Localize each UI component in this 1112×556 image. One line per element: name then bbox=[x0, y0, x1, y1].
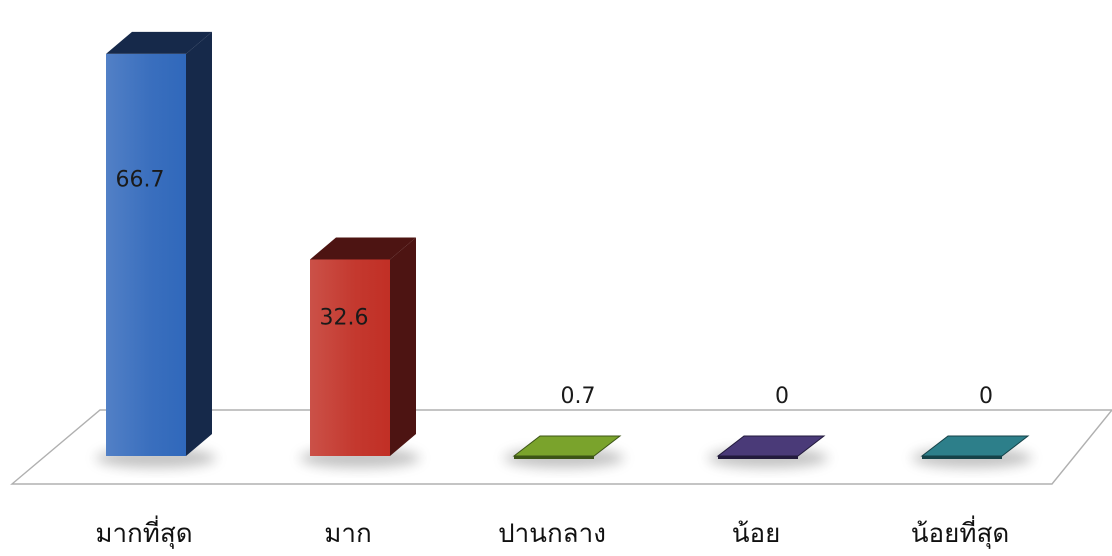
bar-front bbox=[310, 259, 390, 456]
bar-top bbox=[310, 237, 416, 260]
category-label-5: น้อยที่สุด bbox=[911, 515, 1010, 549]
bar-edge bbox=[922, 456, 1002, 459]
bar-edge bbox=[718, 456, 798, 459]
bar-2 bbox=[300, 237, 420, 468]
category-label-3: ปานกลาง bbox=[498, 519, 606, 549]
bar-front bbox=[106, 53, 186, 456]
category-label-1: มากที่สุด bbox=[95, 515, 192, 549]
category-label-4: น้อย bbox=[732, 519, 781, 549]
bar-3 bbox=[504, 435, 624, 468]
bar-side bbox=[186, 31, 212, 456]
bar-5 bbox=[912, 435, 1032, 468]
bar-side bbox=[390, 237, 416, 456]
value-label-4: 0 bbox=[775, 384, 789, 409]
bar-top bbox=[106, 31, 212, 54]
value-label-3: 0.7 bbox=[561, 384, 596, 409]
category-label-2: มาก bbox=[324, 519, 371, 549]
bars-layer bbox=[96, 31, 1032, 468]
value-label-1: 66.7 bbox=[116, 168, 165, 193]
value-label-5: 0 bbox=[979, 384, 993, 409]
bar-1 bbox=[96, 31, 216, 468]
bar-4 bbox=[708, 435, 828, 468]
labels-layer: 66.7 มากที่สุด 32.6 มาก 0.7 ปานกลาง 0 น้อย 0 น้อย… bbox=[95, 168, 1009, 549]
bar-edge bbox=[514, 456, 594, 459]
value-label-2: 32.6 bbox=[320, 305, 369, 330]
